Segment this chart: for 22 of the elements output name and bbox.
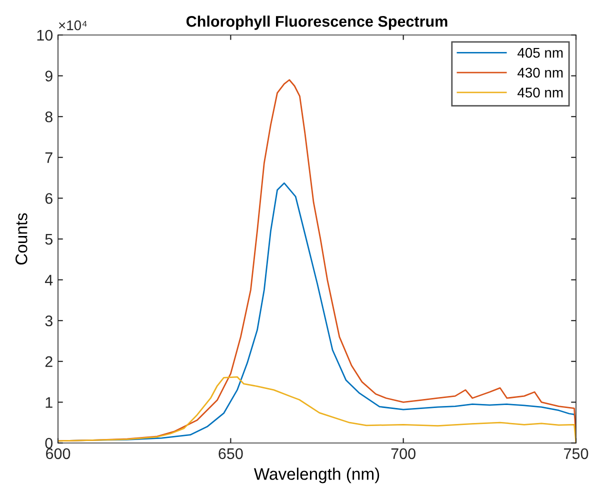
y-tick-label: 1 [46,397,52,408]
x-tick-label: 650 [218,448,243,460]
y-tick-label: 4 [44,274,53,286]
y-tick-label: 5 [45,234,52,245]
x-axis-title: Wavelength (nm) [254,468,380,484]
y-tick-label: 8 [45,111,52,122]
x-tick-label: 600 [46,448,70,460]
x-tick-label: 750 [564,448,588,460]
y-tick-label: 0 [45,438,53,449]
y-tick-label: 6 [45,193,52,204]
y-tick-label: 10 [37,30,53,41]
y-tick-label: 3 [45,315,52,326]
y-tick-label: 7 [45,152,52,163]
text: ×10⁴ [58,20,87,30]
y-axis-title: Counts [15,213,28,265]
y-tick-label: 9 [45,70,52,82]
legend-label: 430 nm [517,68,563,78]
x-tick-label: 700 [391,448,416,460]
chart-title: Chlorophyll Fluorescence Spectrum [186,16,448,30]
legend-label: 450 nm [517,88,563,98]
y-tick-label: 2 [45,356,52,367]
legend-label: 405 nm [517,48,563,58]
